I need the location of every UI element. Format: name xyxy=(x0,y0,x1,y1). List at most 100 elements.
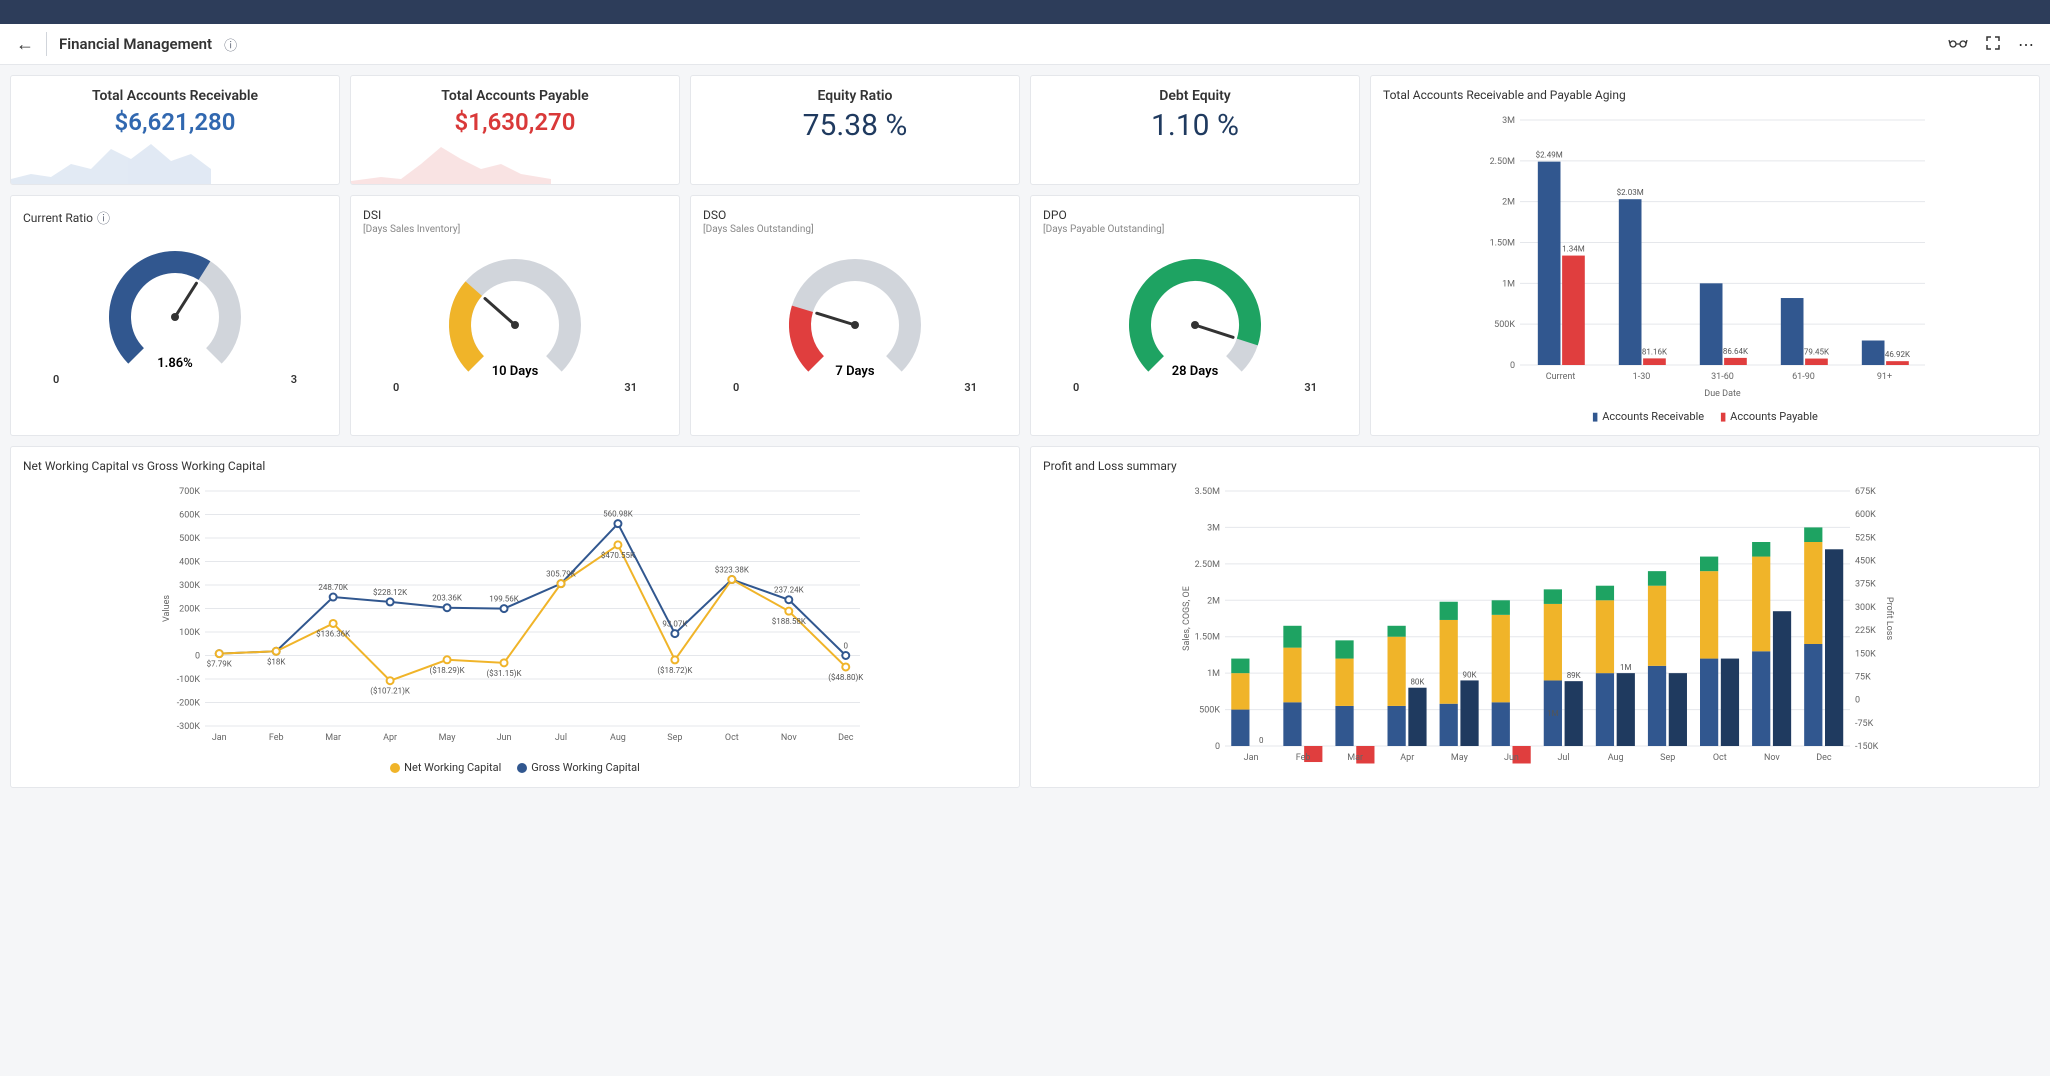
svg-text:$470.55K: $470.55K xyxy=(601,551,636,560)
legend-payable: ▮Accounts Payable xyxy=(1720,410,1818,423)
svg-text:7 Days: 7 Days xyxy=(835,364,874,379)
svg-text:2.50M: 2.50M xyxy=(1490,157,1516,167)
kpi-debt-equity: Debt Equity 1.10 % xyxy=(1030,75,1360,185)
svg-text:Jun: Jun xyxy=(1504,753,1519,763)
svg-text:500K: 500K xyxy=(1199,706,1220,716)
chart-title: Profit and Loss summary xyxy=(1043,459,2027,473)
svg-text:1M: 1M xyxy=(1207,669,1220,679)
aging-chart: Total Accounts Receivable and Payable Ag… xyxy=(1370,75,2040,436)
kpi-value: 1.10 % xyxy=(1043,108,1347,143)
svg-text:1.50M: 1.50M xyxy=(1195,633,1221,643)
kpi-equity-ratio: Equity Ratio 75.38 % xyxy=(690,75,1020,185)
svg-text:Jun: Jun xyxy=(497,733,512,743)
svg-text:0: 0 xyxy=(1215,742,1220,752)
svg-text:Oct: Oct xyxy=(725,733,739,743)
svg-text:1M: 1M xyxy=(1620,663,1631,672)
svg-text:525K: 525K xyxy=(1855,533,1876,543)
svg-text:-150K: -150K xyxy=(1855,742,1879,752)
gauge-title: DSO xyxy=(703,208,1007,222)
svg-text:79.45K: 79.45K xyxy=(1804,348,1830,357)
svg-text:Jul: Jul xyxy=(555,733,567,743)
svg-text:248.70K: 248.70K xyxy=(318,583,349,592)
kpi-payable: Total Accounts Payable $1,630,270 xyxy=(350,75,680,185)
more-icon[interactable]: ⋯ xyxy=(2018,35,2034,54)
svg-text:2M: 2M xyxy=(1502,198,1515,208)
expand-icon[interactable] xyxy=(1986,35,2000,54)
svg-text:($18.72)K: ($18.72)K xyxy=(657,666,693,675)
svg-text:Jul: Jul xyxy=(1557,753,1569,763)
svg-text:375K: 375K xyxy=(1855,580,1876,590)
svg-text:1.86%: 1.86% xyxy=(157,356,193,371)
info-icon[interactable]: ⓘ xyxy=(97,208,110,227)
svg-text:225K: 225K xyxy=(1855,626,1876,636)
svg-text:May: May xyxy=(439,733,457,743)
kpi-value: $6,621,280 xyxy=(23,108,327,136)
svg-text:150K: 150K xyxy=(1855,649,1876,659)
svg-text:3M: 3M xyxy=(1502,116,1515,126)
svg-text:Mar: Mar xyxy=(325,733,341,743)
profit-loss-svg: 0500K1M1.50M2M2.50M3M3.50M-150K-75K075K1… xyxy=(1043,481,2027,771)
svg-text:-300K: -300K xyxy=(177,722,201,732)
svg-text:93.07K: 93.07K xyxy=(662,620,688,629)
svg-text:Feb: Feb xyxy=(1296,753,1311,763)
kpi-title: Equity Ratio xyxy=(703,88,1007,104)
svg-text:-100K: -100K xyxy=(177,675,201,685)
gauge-range: 031 xyxy=(363,381,667,394)
gauge-svg: 1.86% xyxy=(95,237,255,377)
gauge-title: DPO xyxy=(1043,208,1347,222)
svg-text:Nov: Nov xyxy=(1764,753,1780,763)
svg-text:$323.38K: $323.38K xyxy=(715,566,750,575)
svg-text:89K: 89K xyxy=(1567,671,1582,680)
gauge-svg: 10 Days xyxy=(435,245,595,385)
svg-text:203.36K: 203.36K xyxy=(432,594,463,603)
gauge-title: Current Ratio ⓘ xyxy=(23,208,327,227)
svg-text:Values: Values xyxy=(162,595,172,622)
kpi-title: Debt Equity xyxy=(1043,88,1347,104)
svg-text:0: 0 xyxy=(195,652,200,662)
svg-text:61-90: 61-90 xyxy=(1792,372,1815,382)
svg-text:Sep: Sep xyxy=(1660,753,1675,763)
svg-text:1-30: 1-30 xyxy=(1633,372,1651,382)
svg-text:80K: 80K xyxy=(1410,678,1425,687)
svg-text:91+: 91+ xyxy=(1877,372,1892,382)
svg-text:300K: 300K xyxy=(179,581,200,591)
svg-text:2M: 2M xyxy=(1207,596,1220,606)
svg-text:1M: 1M xyxy=(1547,709,1558,718)
gauge-range: 03 xyxy=(23,373,327,386)
legend-gross: Gross Working Capital xyxy=(517,761,640,774)
gauge-svg: 28 Days xyxy=(1115,245,1275,385)
page-header: ← Financial Management ⓘ ⋯ xyxy=(0,24,2050,65)
svg-text:28 Days: 28 Days xyxy=(1172,364,1219,379)
gauge-range: 031 xyxy=(703,381,1007,394)
svg-text:305.79K: 305.79K xyxy=(546,570,577,579)
svg-text:600K: 600K xyxy=(179,511,200,521)
svg-text:31-60: 31-60 xyxy=(1711,372,1734,382)
chart-title: Net Working Capital vs Gross Working Cap… xyxy=(23,459,1007,473)
info-icon[interactable]: ⓘ xyxy=(224,35,237,54)
svg-text:300K: 300K xyxy=(1855,603,1876,613)
aging-legend: ▮Accounts Receivable ▮Accounts Payable xyxy=(1383,410,2027,423)
profit-loss-chart: Profit and Loss summary 0500K1M1.50M2M2.… xyxy=(1030,446,2040,788)
svg-text:($107.21)K: ($107.21)K xyxy=(370,687,411,696)
svg-text:Mar: Mar xyxy=(1347,753,1363,763)
glasses-icon[interactable] xyxy=(1948,35,1968,54)
chart-title: Total Accounts Receivable and Payable Ag… xyxy=(1383,88,2027,102)
svg-text:Feb: Feb xyxy=(269,733,284,743)
kpi-receivable: Total Accounts Receivable $6,621,280 xyxy=(10,75,340,185)
svg-text:$228.12K: $228.12K xyxy=(373,588,408,597)
svg-text:199.56K: 199.56K xyxy=(489,595,520,604)
gauge-subtitle: [Days Sales Outstanding] xyxy=(703,224,1007,235)
svg-text:675K: 675K xyxy=(1855,487,1876,497)
back-icon[interactable]: ← xyxy=(16,34,34,55)
sparkline-payable xyxy=(351,139,551,184)
svg-text:$2.49M: $2.49M xyxy=(1536,151,1563,160)
gauge-svg: 7 Days xyxy=(775,245,935,385)
svg-text:Oct: Oct xyxy=(1713,753,1727,763)
svg-text:May: May xyxy=(1451,753,1469,763)
svg-text:Dec: Dec xyxy=(1816,753,1832,763)
gauge-subtitle: [Days Payable Outstanding] xyxy=(1043,224,1347,235)
svg-text:($18.29)K: ($18.29)K xyxy=(429,666,465,675)
svg-text:Aug: Aug xyxy=(1608,753,1624,763)
svg-text:500K: 500K xyxy=(179,534,200,544)
svg-text:400K: 400K xyxy=(179,558,200,568)
